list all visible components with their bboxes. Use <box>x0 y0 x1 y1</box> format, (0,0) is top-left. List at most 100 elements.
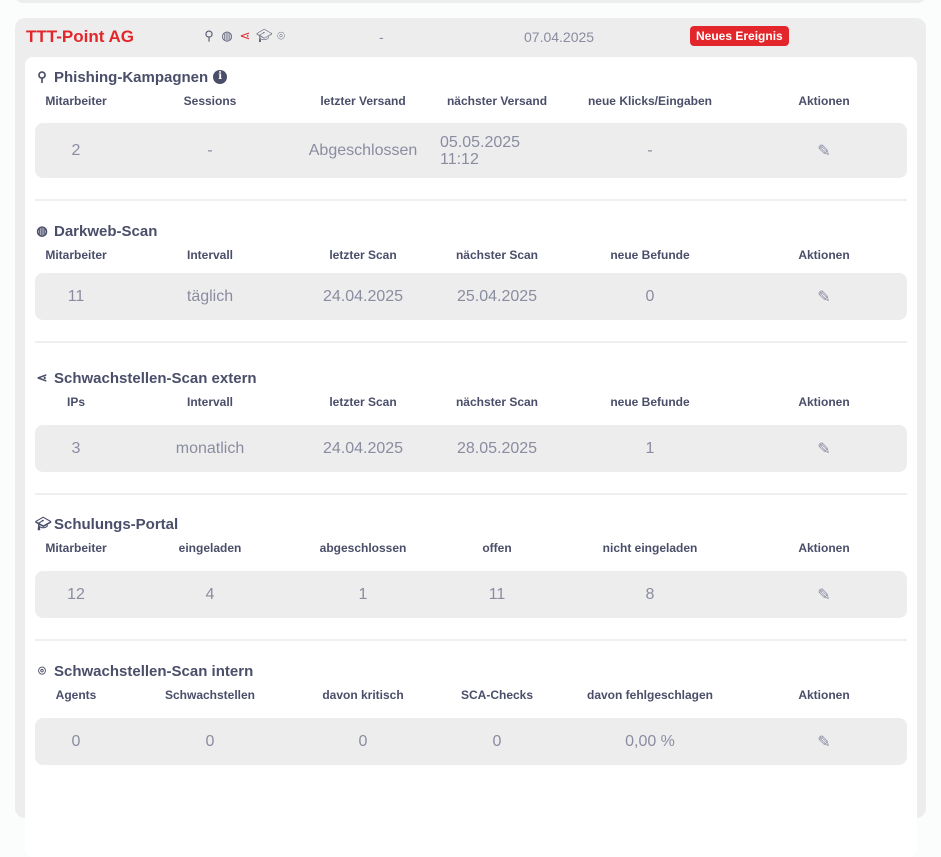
section-darkweb-scan: ◍ Darkweb-Scan Mitarbeiter Intervall letzte… <box>35 221 907 320</box>
column-header: nächster Versand <box>446 94 548 108</box>
column-header: Mitarbeiter <box>45 541 107 555</box>
edit-pencil-icon[interactable]: ✎ <box>817 440 831 458</box>
edit-pencil-icon[interactable]: ✎ <box>817 733 831 751</box>
cell-value: - <box>647 141 653 159</box>
table-row: 11 täglich 24.04.2025 25.04.2025 0 ✎ <box>35 273 907 320</box>
section-title: ⌾ Schwachstellen-Scan intern <box>35 661 253 681</box>
company-header[interactable]: TTT-Point AG ⚲ ◍ ⋖ 🎓︎ ⌾ - 07.04.2025 Neu… <box>15 18 926 56</box>
column-header: Aktionen <box>798 541 850 555</box>
column-headers: Mitarbeiter eingeladen abgeschlossen offen n… <box>35 541 907 555</box>
services-panel: ⚲ Phishing-Kampagnen i Mitarbeiter Sessions… <box>25 57 917 857</box>
section-title-text: Schwachstellen-Scan extern <box>54 369 257 387</box>
column-header: neue Klicks/Eingaben <box>587 94 713 108</box>
divider <box>35 639 907 641</box>
cell-value: 05.05.2025 11:12 <box>440 133 521 168</box>
table-row: 0 0 0 0 0,00 % ✎ <box>35 718 907 765</box>
section-schwachstellen-scan-extern: ⋖ Schwachstellen-Scan extern IPs Intervall… <box>35 368 907 472</box>
column-header: abgeschlossen <box>319 541 407 555</box>
edit-pencil-icon[interactable]: ✎ <box>817 288 831 306</box>
column-header: nicht eingeladen <box>602 541 698 555</box>
section-title: ⋖ Schwachstellen-Scan extern <box>35 368 257 388</box>
section-title: ⚲ Phishing-Kampagnen i <box>35 67 228 87</box>
column-header: Schwachstellen <box>164 688 256 702</box>
cell-value: 25.04.2025 <box>456 287 538 305</box>
service-icons: ⚲ ◍ ⋖ 🎓︎ ⌾ <box>202 28 288 44</box>
column-header: offen <box>482 541 512 555</box>
divider <box>35 341 907 343</box>
column-header: SCA-Checks <box>460 688 534 702</box>
column-header: Aktionen <box>798 395 850 409</box>
section-title-text: Schulungs-Portal <box>54 515 179 533</box>
column-headers: IPs Intervall letzter Scan nächster Scan neu… <box>35 395 907 409</box>
graduation-cap-icon: 🎓︎ <box>256 28 273 43</box>
column-header: nächster Scan <box>455 248 539 262</box>
cell-value: 0,00 % <box>625 732 675 750</box>
table-row: 2 - Abgeschlossen 05.05.2025 11:12 - ✎ <box>35 123 907 178</box>
cell-value: - <box>207 141 213 159</box>
cell-value: 28.05.2025 <box>456 439 538 457</box>
column-header: Agents <box>55 688 97 702</box>
cell-value: 24.04.2025 <box>322 287 404 305</box>
table-row: 3 monatlich 24.04.2025 28.05.2025 1 ✎ <box>35 425 907 472</box>
column-header: letzter Scan <box>329 395 397 409</box>
share-nodes-icon: ⋖ <box>239 28 251 43</box>
column-header: Sessions <box>183 94 237 108</box>
company-card: TTT-Point AG ⚲ ◍ ⋖ 🎓︎ ⌾ - 07.04.2025 Neu… <box>15 18 926 857</box>
phishing-hook-icon: ⚲ <box>204 28 214 43</box>
cell-value: 0 <box>205 732 215 750</box>
section-title-text: Schwachstellen-Scan intern <box>54 662 254 680</box>
edit-pencil-icon[interactable]: ✎ <box>817 586 831 604</box>
column-header: davon kritisch <box>322 688 404 702</box>
column-header: IPs <box>66 395 86 409</box>
divider <box>35 493 907 495</box>
cell-value: 2 <box>71 141 81 159</box>
section-title-text: Darkweb-Scan <box>54 222 158 240</box>
status-dash: - <box>379 29 384 45</box>
scan-icon: ⌾ <box>38 663 46 678</box>
cell-value: Abgeschlossen <box>308 141 418 159</box>
info-icon[interactable]: i <box>213 70 228 84</box>
column-header: neue Befunde <box>610 248 690 262</box>
cell-value: 0 <box>71 732 81 750</box>
cell-value: 11 <box>67 287 85 305</box>
cell-value: 24.04.2025 <box>322 439 404 457</box>
table-row: 12 4 1 11 8 ✎ <box>35 571 907 618</box>
column-headers: Mitarbeiter Sessions letzter Versand nächst… <box>35 94 907 108</box>
cell-value: monatlich <box>175 439 245 457</box>
section-title: ◍ Darkweb-Scan <box>35 221 157 241</box>
cell-value: 1 <box>358 585 368 603</box>
previous-card <box>15 0 926 3</box>
cell-value: 0 <box>492 732 502 750</box>
column-header: nächster Scan <box>455 395 539 409</box>
edit-pencil-icon[interactable]: ✎ <box>817 142 831 160</box>
share-nodes-icon: ⋖ <box>36 370 48 385</box>
column-header: eingeladen <box>178 541 242 555</box>
fingerprint-icon: ◍ <box>221 28 233 43</box>
column-header: letzter Scan <box>329 248 397 262</box>
status-badge: Neues Ereignis <box>690 26 789 46</box>
column-header: Intervall <box>186 248 234 262</box>
column-headers: Agents Schwachstellen davon kritisch SCA-Ch… <box>35 688 907 702</box>
cell-value: täglich <box>186 287 234 305</box>
cell-value: 3 <box>71 439 81 457</box>
column-header: Intervall <box>186 395 234 409</box>
column-header: Mitarbeiter <box>45 94 107 108</box>
graduation-cap-icon: 🎓︎ <box>35 516 52 531</box>
company-name[interactable]: TTT-Point AG <box>26 27 134 46</box>
cell-value: 1 <box>645 439 655 457</box>
section-schulungs-portal: 🎓︎ Schulungs-Portal Mitarbeiter eingeladen… <box>35 514 907 618</box>
company-date: 07.04.2025 <box>524 29 595 45</box>
scan-icon: ⌾ <box>277 28 285 43</box>
cell-value: 8 <box>645 585 655 603</box>
column-header: Aktionen <box>798 688 850 702</box>
column-header: Aktionen <box>798 248 850 262</box>
column-header: neue Befunde <box>610 395 690 409</box>
column-header: Aktionen <box>798 94 850 108</box>
cell-value: 0 <box>645 287 655 305</box>
fingerprint-icon: ◍ <box>36 223 48 238</box>
section-schwachstellen-scan-intern: ⌾ Schwachstellen-Scan intern Agents Schwac… <box>35 661 907 765</box>
cell-value: 4 <box>205 585 215 603</box>
section-title: 🎓︎ Schulungs-Portal <box>35 514 178 534</box>
section-phishing-kampagnen: ⚲ Phishing-Kampagnen i Mitarbeiter Sessions… <box>35 67 907 178</box>
divider <box>35 199 907 201</box>
